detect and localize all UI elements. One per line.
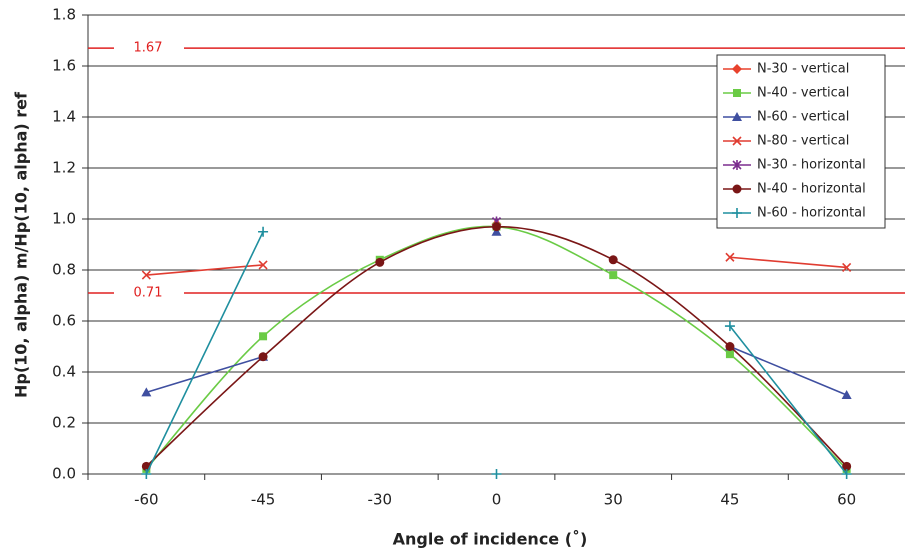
y-tick-label: 0.8 bbox=[52, 261, 76, 279]
reference-label-bg bbox=[114, 284, 184, 301]
marker bbox=[608, 255, 618, 265]
y-tick-label: 1.8 bbox=[52, 6, 76, 24]
legend-label: N-30 - vertical bbox=[757, 62, 849, 77]
marker bbox=[141, 469, 152, 479]
marker bbox=[732, 112, 742, 121]
x-tick-label: 30 bbox=[604, 491, 623, 509]
x-tick-label: 0 bbox=[492, 491, 502, 509]
legend-label: N-40 - vertical bbox=[757, 86, 849, 101]
y-tick-label: 0.6 bbox=[52, 312, 76, 330]
y-tick-label: 0.4 bbox=[52, 363, 76, 381]
series-line bbox=[145, 231, 848, 475]
marker bbox=[725, 342, 735, 351]
x-tick-label: -45 bbox=[251, 491, 276, 509]
marker bbox=[492, 222, 501, 232]
series-line bbox=[145, 225, 848, 470]
marker bbox=[732, 160, 742, 170]
marker bbox=[259, 332, 268, 341]
x-tick-label: 60 bbox=[837, 491, 856, 509]
marker bbox=[732, 64, 742, 74]
y-tick-label: 1.4 bbox=[52, 108, 76, 126]
reference-label-bg bbox=[114, 40, 184, 57]
y-axis-title: Hp(10, alpha) m/Hp(10, alpha) ref bbox=[12, 91, 31, 398]
series-line bbox=[146, 345, 847, 396]
marker bbox=[732, 184, 742, 194]
x-tick-label: -60 bbox=[134, 491, 159, 509]
marker bbox=[609, 271, 618, 280]
marker bbox=[258, 260, 268, 270]
x-axis-title: Angle of incidence (˚) bbox=[393, 530, 588, 549]
y-tick-label: 1.2 bbox=[52, 159, 76, 177]
marker bbox=[491, 226, 502, 236]
legend-label: N-60 - vertical bbox=[757, 110, 849, 125]
legend-label: N-40 - horizontal bbox=[757, 182, 866, 197]
reference-label: 0.71 bbox=[134, 285, 163, 300]
marker bbox=[732, 136, 742, 146]
legend-label: N-80 - vertical bbox=[757, 134, 849, 149]
marker bbox=[733, 89, 741, 97]
marker bbox=[375, 257, 385, 267]
x-tick-label: -30 bbox=[368, 491, 393, 509]
marker bbox=[141, 387, 152, 397]
series-line bbox=[146, 256, 847, 276]
marker bbox=[725, 350, 734, 359]
y-tick-label: 0.2 bbox=[52, 414, 76, 432]
marker bbox=[842, 461, 852, 471]
legend-label: N-30 - horizontal bbox=[757, 158, 866, 173]
marker bbox=[725, 252, 735, 262]
legend-label: N-60 - horizontal bbox=[757, 206, 866, 221]
y-tick-label: 1.6 bbox=[52, 57, 76, 75]
y-tick-label: 0.0 bbox=[52, 465, 76, 483]
marker bbox=[732, 208, 742, 218]
marker bbox=[258, 352, 268, 362]
marker bbox=[724, 321, 735, 332]
y-tick-label: 1.0 bbox=[52, 210, 76, 228]
marker bbox=[841, 469, 852, 479]
x-tick-label: 45 bbox=[720, 491, 739, 509]
marker bbox=[841, 389, 852, 399]
reference-label: 1.67 bbox=[134, 41, 163, 56]
marker bbox=[491, 469, 502, 479]
marker bbox=[258, 226, 269, 237]
marker bbox=[842, 262, 852, 273]
marker bbox=[141, 270, 151, 280]
